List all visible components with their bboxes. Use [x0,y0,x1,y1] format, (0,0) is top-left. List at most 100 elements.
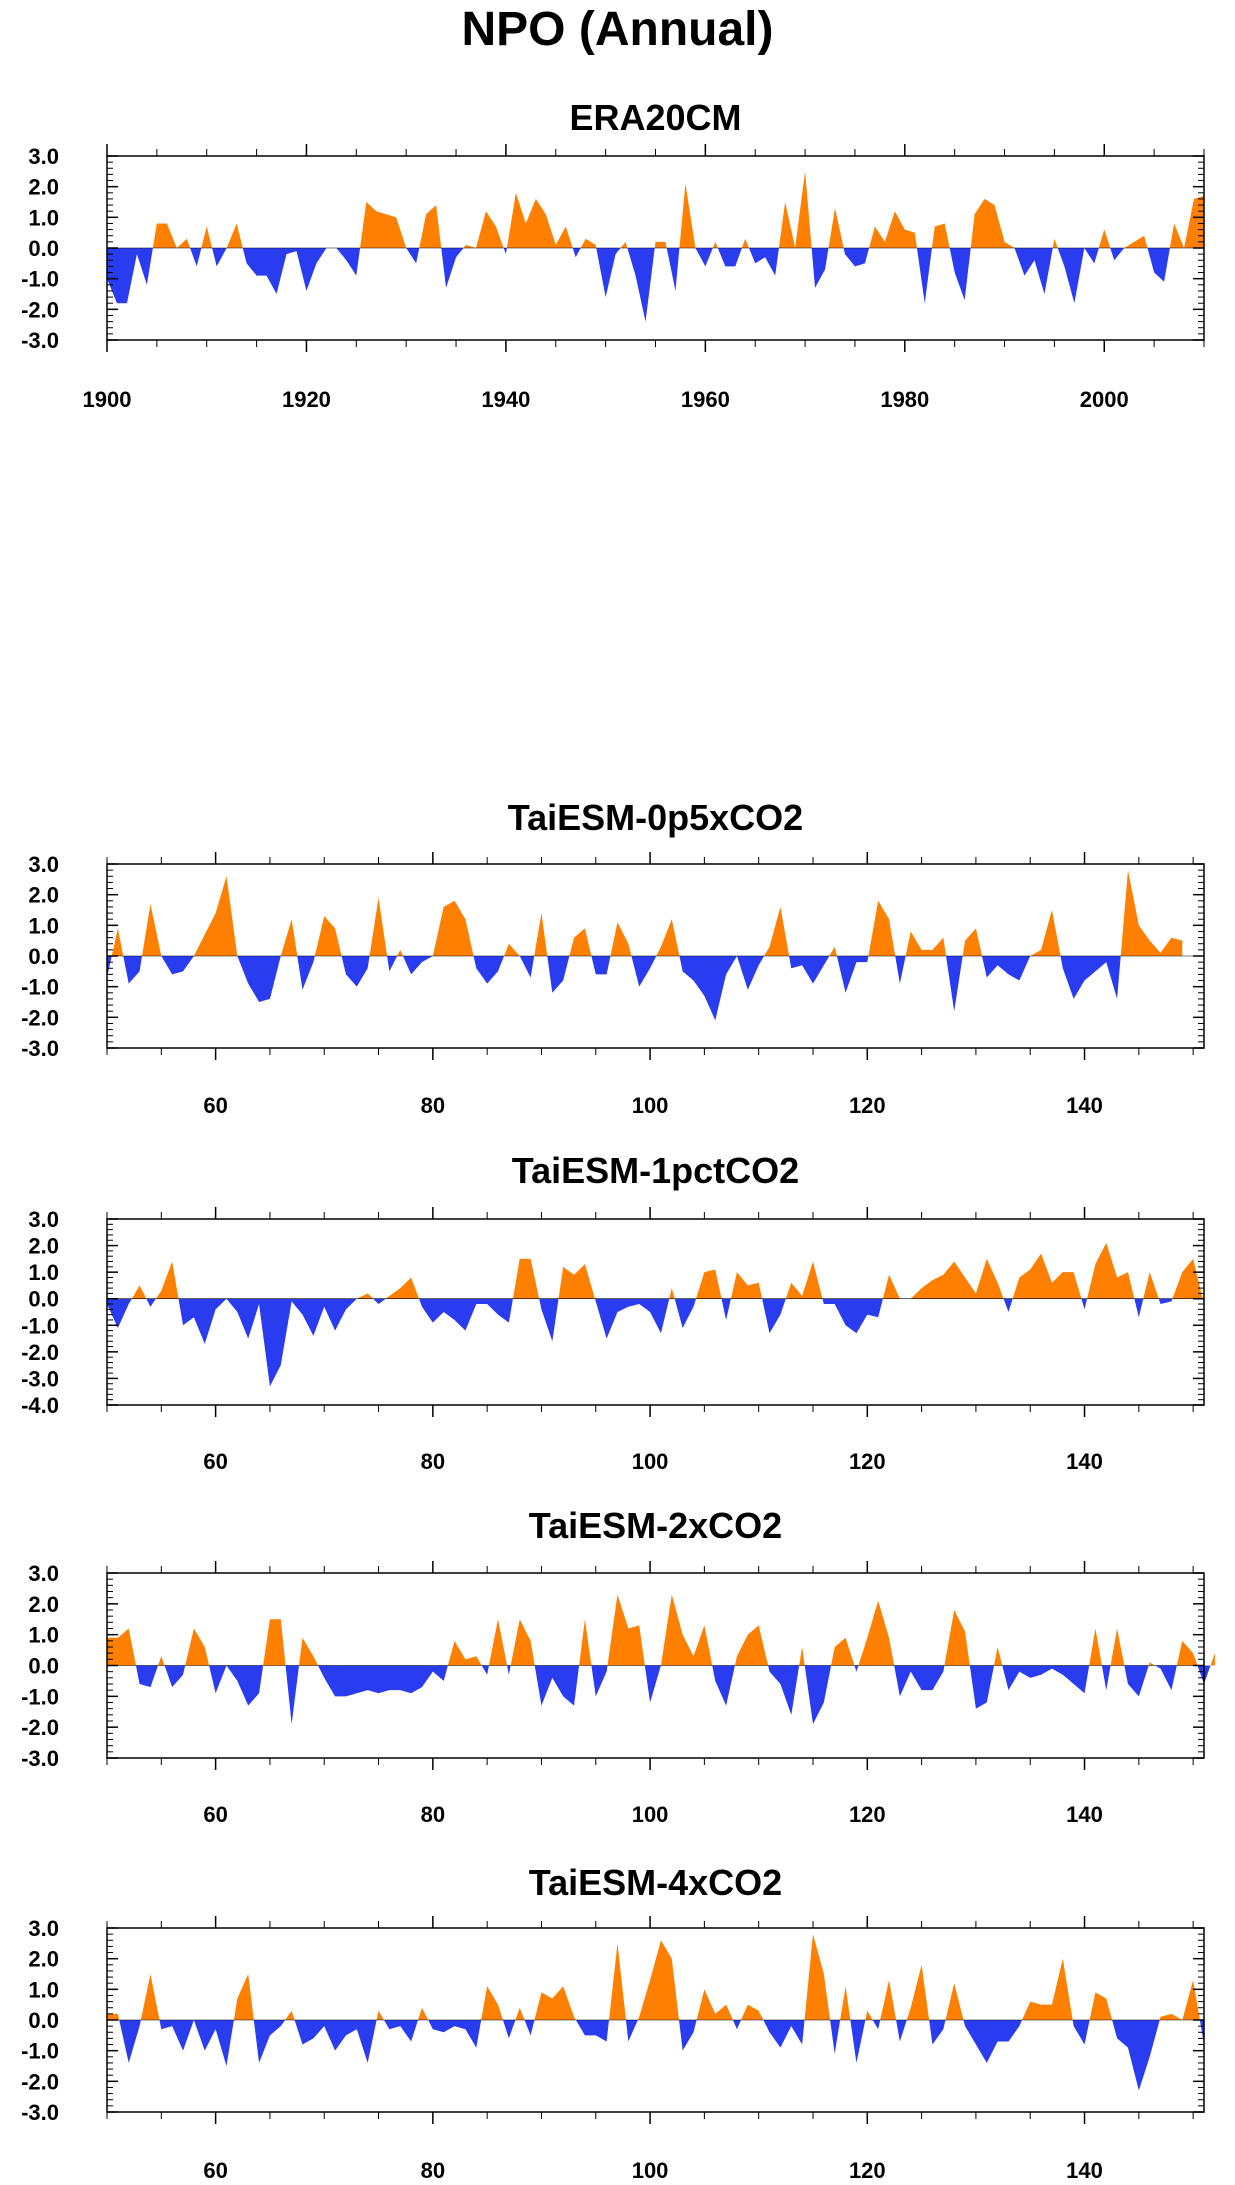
negative-area [572,248,581,258]
positive-area [233,1974,254,2020]
panel-title: TaiESM-1pctCO2 [512,1150,799,1191]
negative-area [594,1298,670,1339]
negative-area [666,248,680,291]
chart-panel-3: TaiESM-2xCO2 3.0 2.0 1.0 0.0 -1.0 -2.0 -3.0 60 80… [21,1505,1215,1827]
y-tick-label: -3.0 [21,328,59,353]
x-tick-label: 120 [849,1449,886,1474]
negative-area [1101,1665,1111,1691]
negative-area [804,1665,832,1725]
negative-area [190,248,202,267]
negative-area [164,1665,186,1688]
negative-area [336,248,361,276]
y-tick-label: 2.0 [28,1947,59,1972]
x-tick-label: 1900 [83,387,132,412]
positive-area [1089,1628,1102,1666]
negative-area [674,1298,697,1328]
negative-area [107,1298,132,1328]
positive-area [226,223,243,248]
positive-area [1172,1258,1203,1299]
negative-area [242,248,327,294]
negative-area [1081,1298,1088,1310]
x-tick-label: 140 [1066,1093,1103,1118]
x-tick-label: 120 [849,1802,886,1827]
chart-panel-0: ERA20CM 3.0 2.0 1.0 0.0 -1.0 -2.0 -3.0 1900 1920 1… [21,97,1205,412]
positive-area [905,931,947,956]
negative-area [1014,248,1053,294]
y-tick-label: 3.0 [28,1561,59,1586]
positive-area [201,226,213,248]
negative-area [872,2020,881,2030]
x-tick-label: 60 [203,2158,227,2183]
y-tick-label: -2.0 [21,1340,59,1365]
positive-area [1120,870,1183,956]
negative-area [146,1298,156,1307]
positive-area [432,900,474,956]
negative-area [1072,2020,1090,2045]
negative-area [695,248,713,267]
negative-area [285,1665,300,1725]
x-tick-label: 1920 [282,387,331,412]
negative-area [712,1665,735,1706]
positive-area [360,202,407,248]
positive-area [858,1600,895,1666]
panel-title: ERA20CM [569,97,741,138]
positive-area [679,183,696,248]
y-tick-label: -2.0 [21,1715,59,1740]
negative-area [178,1298,227,1344]
positive-area [1089,1992,1113,2020]
positive-area [610,922,632,956]
positive-area [945,1983,964,2020]
positive-area [580,238,597,248]
negative-area [843,248,870,267]
negative-area [822,1298,883,1334]
negative-area [736,956,765,990]
positive-area [669,1288,675,1299]
y-tick-label: 2.0 [28,1592,59,1617]
negative-area [762,1298,786,1334]
y-tick-label: -1.0 [21,2039,59,2064]
x-tick-label: 1980 [880,387,929,412]
y-tick-label: 1.0 [28,1260,59,1285]
negative-area [894,1665,945,1697]
negative-area [1158,1298,1173,1305]
y-tick-label: 2.0 [28,883,59,908]
positive-area [107,1628,136,1666]
y-tick-label: 1.0 [28,913,59,938]
figure-title: NPO (Annual) [461,3,774,56]
negative-area [473,956,505,984]
positive-area [506,192,573,248]
positive-area [785,1261,823,1299]
positive-area [534,913,548,956]
positive-area [263,1619,286,1666]
negative-area [406,248,420,264]
y-tick-label: -3.0 [21,1036,59,1061]
positive-area [376,2010,384,2020]
positive-area [1030,910,1061,956]
x-tick-label: 80 [421,1093,445,1118]
positive-area [140,1974,160,2020]
negative-area [402,956,433,975]
panel-title: TaiESM-0p5xCO2 [508,797,803,838]
plot-frame [106,1218,1205,1406]
negative-area [373,1298,386,1305]
negative-area [596,248,621,298]
positive-area [868,900,896,956]
negative-area [1134,1298,1144,1318]
positive-area [107,2013,120,2020]
negative-area [732,2020,742,2030]
negative-area [830,2020,841,2054]
negative-area [193,2020,234,2066]
positive-area [840,1986,851,2020]
y-tick-label: -2.0 [21,297,59,322]
x-tick-label: 140 [1066,1802,1103,1827]
negative-area [575,2020,609,2042]
positive-area [1087,1242,1135,1299]
positive-area [778,171,812,248]
negative-area [503,248,507,255]
negative-area [644,1665,661,1703]
negative-area [547,956,570,993]
positive-area [142,903,162,956]
x-tick-label: 80 [421,2158,445,2183]
y-tick-label: -2.0 [21,2069,59,2094]
negative-area [1112,2020,1160,2091]
